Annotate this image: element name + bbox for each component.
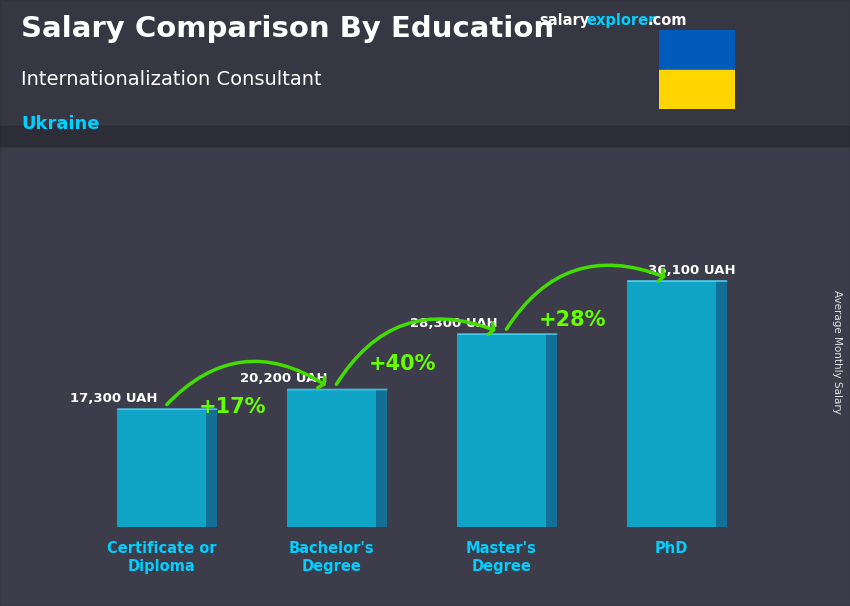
Text: Internationalization Consultant: Internationalization Consultant — [21, 70, 322, 88]
Text: 17,300 UAH: 17,300 UAH — [71, 392, 157, 405]
Bar — [546, 335, 558, 527]
Text: explorer: explorer — [586, 13, 656, 28]
Bar — [716, 281, 728, 527]
Bar — [287, 390, 376, 527]
Bar — [0, 0, 850, 146]
Text: +17%: +17% — [199, 397, 267, 417]
Text: 20,200 UAH: 20,200 UAH — [241, 373, 327, 385]
Bar — [659, 70, 735, 109]
Bar — [659, 30, 735, 70]
Text: +28%: +28% — [539, 310, 607, 330]
Text: Salary Comparison By Education: Salary Comparison By Education — [21, 15, 554, 43]
Text: 36,100 UAH: 36,100 UAH — [648, 264, 736, 277]
Bar — [0, 126, 850, 606]
Text: salary: salary — [540, 13, 590, 28]
Bar — [627, 281, 716, 527]
Bar — [457, 335, 546, 527]
Text: .com: .com — [648, 13, 687, 28]
Text: Ukraine: Ukraine — [21, 115, 99, 133]
Bar — [206, 409, 218, 527]
Text: Average Monthly Salary: Average Monthly Salary — [832, 290, 842, 413]
Text: +40%: +40% — [369, 354, 437, 374]
Text: 28,300 UAH: 28,300 UAH — [410, 317, 498, 330]
Bar — [117, 409, 206, 527]
Bar — [376, 390, 388, 527]
